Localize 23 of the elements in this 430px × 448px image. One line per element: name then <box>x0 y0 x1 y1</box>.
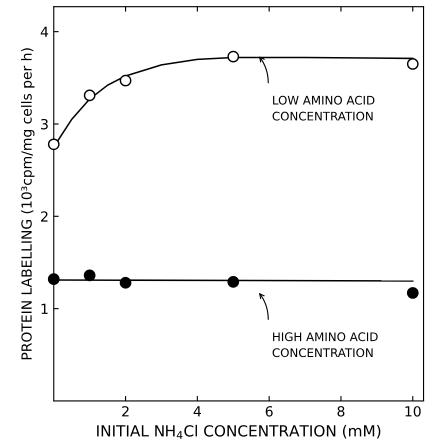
point <box>48 273 60 285</box>
annotation: LOW AMINO ACID CONCENTRATION <box>272 96 374 121</box>
x-tick-label: 10 <box>405 406 421 417</box>
y-tick-label: 3 <box>41 118 48 130</box>
x-tick-label: 6 <box>266 406 273 417</box>
point <box>406 58 419 70</box>
y-tick-label: 2 <box>41 211 48 222</box>
y-tick-label: 4 <box>40 26 48 37</box>
y-tick-label: 1 <box>42 304 48 314</box>
point <box>120 74 132 86</box>
point <box>227 50 240 62</box>
point <box>48 138 60 150</box>
x-tick-label: 8 <box>337 406 344 417</box>
annotation: HIGH AMINO ACID CONCENTRATION <box>272 332 378 358</box>
point <box>406 287 419 299</box>
x-tick-label: 4 <box>194 406 201 416</box>
point <box>120 276 132 289</box>
point <box>84 90 96 102</box>
x-tick-label: 2 <box>122 406 129 416</box>
y-axis-title: PROTEIN LABELLING (10³cpm/mg cells per h) <box>21 48 34 360</box>
point <box>227 276 240 288</box>
x-axis-title: INITIAL NH$_{4}$Cl CONCENTRATION (mM) <box>97 424 380 439</box>
point <box>84 270 96 282</box>
